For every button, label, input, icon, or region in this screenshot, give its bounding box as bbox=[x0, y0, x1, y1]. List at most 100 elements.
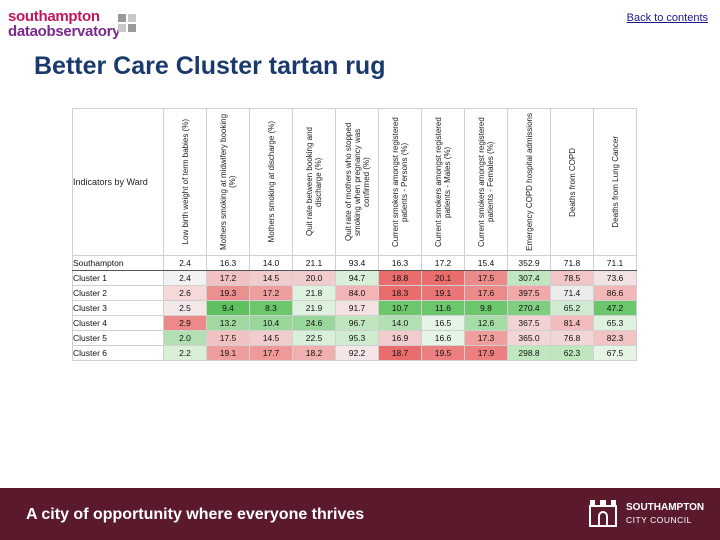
table-cell: 2.4 bbox=[163, 270, 207, 286]
table-cell: 21.9 bbox=[292, 300, 336, 316]
table-cell: 62.3 bbox=[550, 345, 594, 361]
table-cell: 14.0 bbox=[249, 255, 293, 271]
table-cell: 78.5 bbox=[550, 270, 594, 286]
table-row: Cluster 4 2.9 13.2 10.4 24.6 96.7 14.0 16.5 12.6… bbox=[72, 315, 637, 331]
table-cell: 24.6 bbox=[292, 315, 336, 331]
table-cell: 18.7 bbox=[378, 345, 422, 361]
table-cell: 19.3 bbox=[206, 285, 250, 301]
column-header-label: Current smokers amongst registered patie… bbox=[477, 117, 495, 247]
table-cell: 14.5 bbox=[249, 330, 293, 346]
table-cell: 17.5 bbox=[464, 270, 508, 286]
table-cell: 67.5 bbox=[593, 345, 637, 361]
table-cell: 8.3 bbox=[249, 300, 293, 316]
table-cell: 17.2 bbox=[249, 285, 293, 301]
table-cell: 22.5 bbox=[292, 330, 336, 346]
column-header-label: Quit rate of mothers who stopped smoking… bbox=[343, 122, 371, 242]
table-row: Cluster 3 2.5 9.4 8.3 21.9 91.7 10.7 11.6 9.8 270… bbox=[72, 300, 637, 316]
row-label: Cluster 3 bbox=[72, 300, 164, 316]
table-cell: 71.1 bbox=[593, 255, 637, 271]
column-header: Quit rate of mothers who stopped smoking… bbox=[335, 108, 379, 256]
table-cell: 12.6 bbox=[464, 315, 508, 331]
table-cell: 86.6 bbox=[593, 285, 637, 301]
table-cell: 65.3 bbox=[593, 315, 637, 331]
table-row: Southampton 2.4 16.3 14.0 21.1 93.4 16.3 17.2 15… bbox=[72, 255, 637, 271]
back-to-contents-link[interactable]: Back to contents bbox=[626, 12, 708, 24]
column-header-label: Deaths from Lung Cancer bbox=[610, 136, 620, 228]
table-cell: 9.4 bbox=[206, 300, 250, 316]
column-header: Current smokers amongst registered patie… bbox=[421, 108, 465, 256]
logo-mark-icon bbox=[118, 14, 136, 32]
logo-text-primary: southampton bbox=[8, 8, 100, 25]
table-cell: 65.2 bbox=[550, 300, 594, 316]
table-cell: 9.8 bbox=[464, 300, 508, 316]
table-cell: 18.2 bbox=[292, 345, 336, 361]
row-label: Cluster 4 bbox=[72, 315, 164, 331]
table-cell: 95.3 bbox=[335, 330, 379, 346]
column-header: Low birth weight of term babies (%) bbox=[163, 108, 207, 256]
council-logo[interactable]: SOUTHAMPTON CITY COUNCIL bbox=[588, 496, 708, 532]
castle-icon bbox=[589, 500, 617, 527]
footer-banner: A city of opportunity where everyone thr… bbox=[0, 488, 720, 540]
table-cell: 16.9 bbox=[378, 330, 422, 346]
table-cell: 16.6 bbox=[421, 330, 465, 346]
table-row: Cluster 2 2.6 19.3 17.2 21.8 84.0 18.3 19.1 17.6… bbox=[72, 285, 637, 301]
table-cell: 19.5 bbox=[421, 345, 465, 361]
table-row: Cluster 6 2.2 19.1 17.7 18.2 92.2 18.7 19.5 17.9… bbox=[72, 345, 637, 361]
table-cell: 17.9 bbox=[464, 345, 508, 361]
table-cell: 71.8 bbox=[550, 255, 594, 271]
table-cell: 17.5 bbox=[206, 330, 250, 346]
column-header: Deaths from COPD bbox=[550, 108, 594, 256]
table-cell: 16.5 bbox=[421, 315, 465, 331]
table-cell: 365.0 bbox=[507, 330, 551, 346]
table-cell: 17.2 bbox=[421, 255, 465, 271]
table-cell: 10.4 bbox=[249, 315, 293, 331]
page-title: Better Care Cluster tartan rug bbox=[34, 52, 386, 80]
table-cell: 20.0 bbox=[292, 270, 336, 286]
corner-label: Indicators by Ward bbox=[72, 108, 164, 256]
table-cell: 96.7 bbox=[335, 315, 379, 331]
column-header-label: Low birth weight of term babies (%) bbox=[180, 119, 190, 245]
table-cell: 71.4 bbox=[550, 285, 594, 301]
table-cell: 17.2 bbox=[206, 270, 250, 286]
table-cell: 15.4 bbox=[464, 255, 508, 271]
table-cell: 18.3 bbox=[378, 285, 422, 301]
table-cell: 16.3 bbox=[378, 255, 422, 271]
footer-tagline: A city of opportunity where everyone thr… bbox=[26, 506, 365, 523]
table-cell: 2.4 bbox=[163, 255, 207, 271]
column-header-label: Current smokers amongst registered patie… bbox=[391, 117, 409, 247]
table-cell: 14.5 bbox=[249, 270, 293, 286]
column-header-label: Emergency COPD hospital admissions bbox=[524, 113, 534, 251]
table-cell: 18.8 bbox=[378, 270, 422, 286]
column-header: Current smokers amongst registered patie… bbox=[378, 108, 422, 256]
table-cell: 352.9 bbox=[507, 255, 551, 271]
column-header-label: Deaths from COPD bbox=[567, 147, 577, 217]
table-header-row: Indicators by Ward Low birth weight of t… bbox=[72, 108, 637, 256]
table-cell: 84.0 bbox=[335, 285, 379, 301]
table-cell: 298.8 bbox=[507, 345, 551, 361]
table-cell: 16.3 bbox=[206, 255, 250, 271]
table-cell: 19.1 bbox=[206, 345, 250, 361]
table-cell: 397.5 bbox=[507, 285, 551, 301]
site-logo[interactable]: southampton dataobservatory bbox=[8, 8, 138, 40]
table-cell: 2.2 bbox=[163, 345, 207, 361]
table-row: Cluster 5 2.0 17.5 14.5 22.5 95.3 16.9 16.6 17.3… bbox=[72, 330, 637, 346]
table-cell: 14.0 bbox=[378, 315, 422, 331]
row-label: Cluster 2 bbox=[72, 285, 164, 301]
row-label: Cluster 1 bbox=[72, 270, 164, 286]
council-logo-line2: CITY COUNCIL bbox=[626, 515, 692, 525]
table-cell: 20.1 bbox=[421, 270, 465, 286]
row-label: Southampton bbox=[72, 255, 164, 271]
table-cell: 2.0 bbox=[163, 330, 207, 346]
column-header: Quit rate between booking and discharge … bbox=[292, 108, 336, 256]
column-header-label: Current smokers amongst registered patie… bbox=[434, 117, 452, 247]
table-cell: 2.9 bbox=[163, 315, 207, 331]
logo-text-secondary: dataobservatory bbox=[8, 23, 121, 40]
tartan-rug-table: Indicators by Ward Low birth weight of t… bbox=[72, 108, 637, 361]
table-cell: 81.4 bbox=[550, 315, 594, 331]
table-cell: 10.7 bbox=[378, 300, 422, 316]
column-header-label: Quit rate between booking and discharge … bbox=[305, 127, 323, 237]
table-cell: 93.4 bbox=[335, 255, 379, 271]
table-cell: 92.2 bbox=[335, 345, 379, 361]
table-cell: 21.8 bbox=[292, 285, 336, 301]
table-cell: 270.4 bbox=[507, 300, 551, 316]
